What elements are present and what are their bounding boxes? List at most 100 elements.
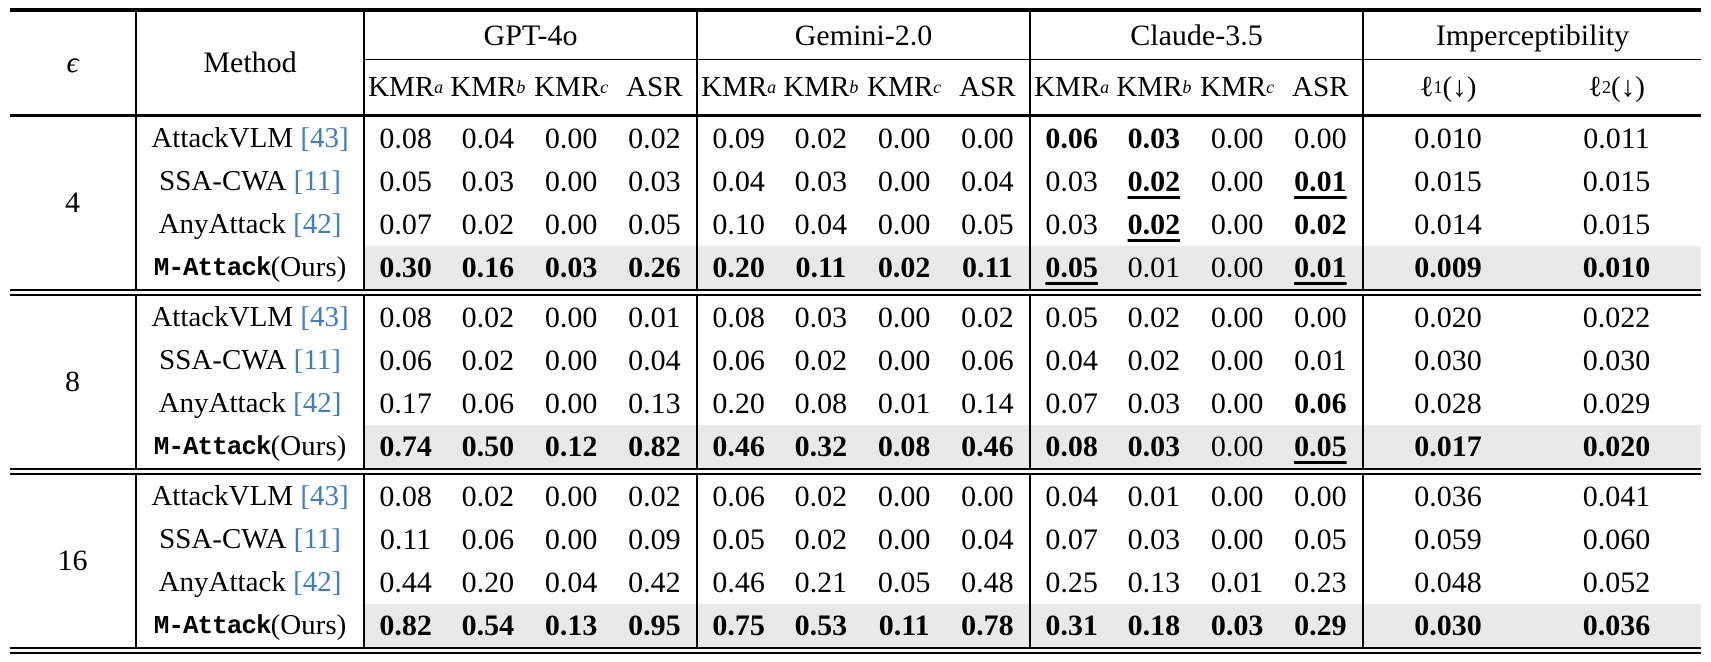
table-cell: 0.23 (1279, 561, 1362, 604)
table-cell: 0.00 (1196, 475, 1279, 518)
table-cell: 0.048 (1362, 561, 1532, 604)
table-cell: 0.05 (1029, 246, 1113, 289)
table-header: ϵ Method GPT-4o KMR a KMR b KMR c ASR Gemini-2.0… (10, 12, 1701, 114)
group-header-gemini-2-0: Gemini-2.0 (696, 12, 1029, 60)
table-cell: 0.75 (696, 604, 780, 647)
citation-link[interactable]: [11] (293, 344, 341, 376)
table-cell: 0.00 (530, 518, 613, 561)
cell-value: 0.00 (544, 522, 598, 556)
table-cell: 0.00 (530, 296, 613, 339)
cell-value: 0.03 (1210, 608, 1264, 642)
cell-value: 0.041 (1582, 479, 1651, 513)
cell-value: 0.11 (379, 522, 432, 556)
citation-link[interactable]: [11] (293, 165, 341, 197)
table-cell: 0.78 (945, 604, 1029, 647)
cell-value: 0.010 (1414, 121, 1482, 155)
table-cell: 0.02 (1112, 296, 1195, 339)
table-cell: 0.46 (945, 425, 1029, 468)
cell-value: 0.05 (628, 207, 681, 241)
citation-link[interactable]: [43] (300, 480, 349, 512)
table-cell: 0.022 (1532, 296, 1701, 339)
table-cell: 0.052 (1532, 561, 1701, 604)
table-cell: 0.05 (1029, 296, 1112, 339)
method-name: AnyAttack (158, 566, 294, 598)
citation-link[interactable]: [11] (293, 523, 341, 555)
epsilon-group-8: 8 AttackVLM [43] 0.08 0.02 0.00 0.01 0.08 0.03 0… (10, 296, 1701, 468)
cell-value: 0.31 (1045, 608, 1098, 642)
table-cell: 0.00 (946, 475, 1029, 518)
table-cell: 0.06 (363, 339, 446, 382)
table-cell: 0.29 (1278, 604, 1362, 647)
table-cell: 0.02 (779, 117, 862, 160)
cell-value: 0.54 (461, 608, 515, 642)
col-header-kmrc: KMR c (534, 70, 609, 103)
cell-value: 0.02 (461, 343, 515, 377)
table-cell: 0.041 (1532, 475, 1701, 518)
citation-link[interactable]: [43] (300, 122, 349, 154)
cell-value: 0.07 (1045, 386, 1098, 420)
table-cell: 0.03 (1112, 518, 1195, 561)
table-cell: 0.03 (1112, 425, 1196, 468)
table-cell: 0.01 (1112, 475, 1195, 518)
table-cell: 0.18 (1112, 604, 1196, 647)
group-header-imperceptibility: Imperceptibility (1362, 12, 1701, 60)
method-name: SSA-CWA (159, 344, 294, 376)
table-cell: 0.20 (696, 382, 779, 425)
citation-link[interactable]: [42] (293, 566, 342, 598)
table-cell: 0.020 (1532, 425, 1701, 468)
table-cell: 0.05 (863, 561, 946, 604)
cell-value: 0.00 (1294, 121, 1347, 155)
method-label-anyattack: AnyAttack [42] (135, 382, 363, 425)
col-header-asr: ASR (959, 70, 1016, 103)
cell-value: 0.06 (712, 479, 765, 513)
table-cell: 0.015 (1532, 160, 1701, 203)
table-cell: 0.017 (1362, 425, 1532, 468)
table-cell: 0.00 (863, 203, 946, 246)
cell-value: 0.02 (961, 300, 1014, 334)
method-label-ssa-cwa: SSA-CWA [11] (135, 339, 363, 382)
cell-value: 0.06 (1045, 121, 1098, 155)
table-cell: 0.08 (363, 117, 446, 160)
citation-link[interactable]: [43] (300, 301, 349, 333)
method-name: M-Attack (153, 610, 272, 641)
cell-value: 0.01 (628, 300, 681, 334)
table-cell: 0.00 (1279, 475, 1362, 518)
method-label-m-attack: M-Attack (Ours) (135, 425, 363, 468)
epsilon-value: 8 (65, 365, 80, 398)
table-cell: 0.00 (530, 160, 613, 203)
cell-value: 0.010 (1582, 250, 1651, 284)
table-cell: 0.06 (1279, 382, 1362, 425)
table-cell: 0.07 (1029, 518, 1112, 561)
table-cell: 0.04 (946, 160, 1029, 203)
table-cell: 0.014 (1362, 203, 1532, 246)
cell-value: 0.00 (544, 300, 598, 334)
cell-value: 0.02 (794, 522, 848, 556)
cell-value: 0.10 (712, 207, 765, 241)
cell-value: 0.44 (379, 565, 432, 599)
cell-value: 0.20 (461, 565, 515, 599)
cell-value: 0.00 (1210, 300, 1264, 334)
table-cell: 0.46 (696, 561, 779, 604)
table-cell: 0.00 (1279, 117, 1362, 160)
cell-value: 0.11 (795, 250, 847, 284)
cell-value: 0.18 (1127, 608, 1181, 642)
citation-link[interactable]: [42] (293, 208, 342, 240)
cell-value: 0.01 (1127, 479, 1181, 513)
table-cell: 0.02 (613, 475, 696, 518)
citation-link[interactable]: [42] (293, 387, 342, 419)
cell-value: 0.29 (1294, 608, 1347, 642)
cell-value: 0.06 (379, 343, 432, 377)
cell-value: 0.46 (961, 429, 1014, 463)
cell-value: 0.020 (1414, 300, 1482, 334)
cell-value: 0.02 (794, 121, 848, 155)
table-cell: 0.009 (1362, 246, 1532, 289)
table-cell: 0.08 (363, 475, 446, 518)
cell-value: 0.06 (712, 343, 765, 377)
table-cell: 0.059 (1362, 518, 1532, 561)
cell-value: 0.12 (544, 429, 598, 463)
cell-value: 0.04 (961, 164, 1014, 198)
cell-value: 0.32 (794, 429, 848, 463)
cell-value: 0.01 (1127, 250, 1181, 284)
cell-value: 0.030 (1414, 343, 1482, 377)
table-cell: 0.53 (779, 604, 863, 647)
